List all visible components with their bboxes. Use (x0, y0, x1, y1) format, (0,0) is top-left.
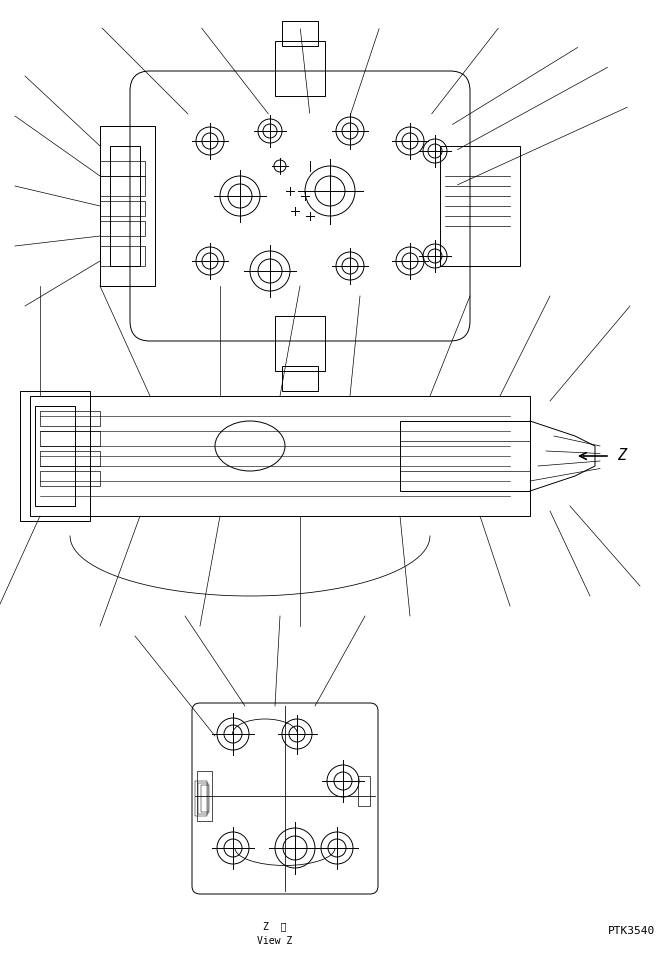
Text: Z: Z (617, 448, 626, 464)
Bar (275, 41, 325, 96)
Bar (195, 781, 207, 816)
Bar (100, 221, 145, 236)
Bar (201, 785, 209, 812)
Bar (275, 316, 325, 371)
Bar (110, 146, 140, 266)
Bar (282, 21, 318, 46)
Bar (100, 246, 145, 266)
Bar (40, 431, 100, 446)
Bar (400, 421, 530, 491)
Bar (100, 126, 155, 286)
Bar (358, 776, 370, 806)
Bar (30, 396, 530, 516)
Bar (40, 471, 100, 486)
Bar (100, 176, 145, 196)
Bar (282, 366, 318, 391)
Bar (197, 771, 212, 821)
Text: PTK3540: PTK3540 (608, 926, 655, 936)
Bar (440, 146, 520, 266)
Bar (35, 406, 75, 506)
Bar (40, 451, 100, 466)
Text: Z  視: Z 視 (263, 921, 287, 931)
Bar (198, 783, 208, 814)
Bar (20, 391, 90, 521)
Text: View Z: View Z (257, 936, 293, 946)
Bar (40, 411, 100, 426)
Bar (100, 161, 145, 176)
Bar (100, 201, 145, 216)
